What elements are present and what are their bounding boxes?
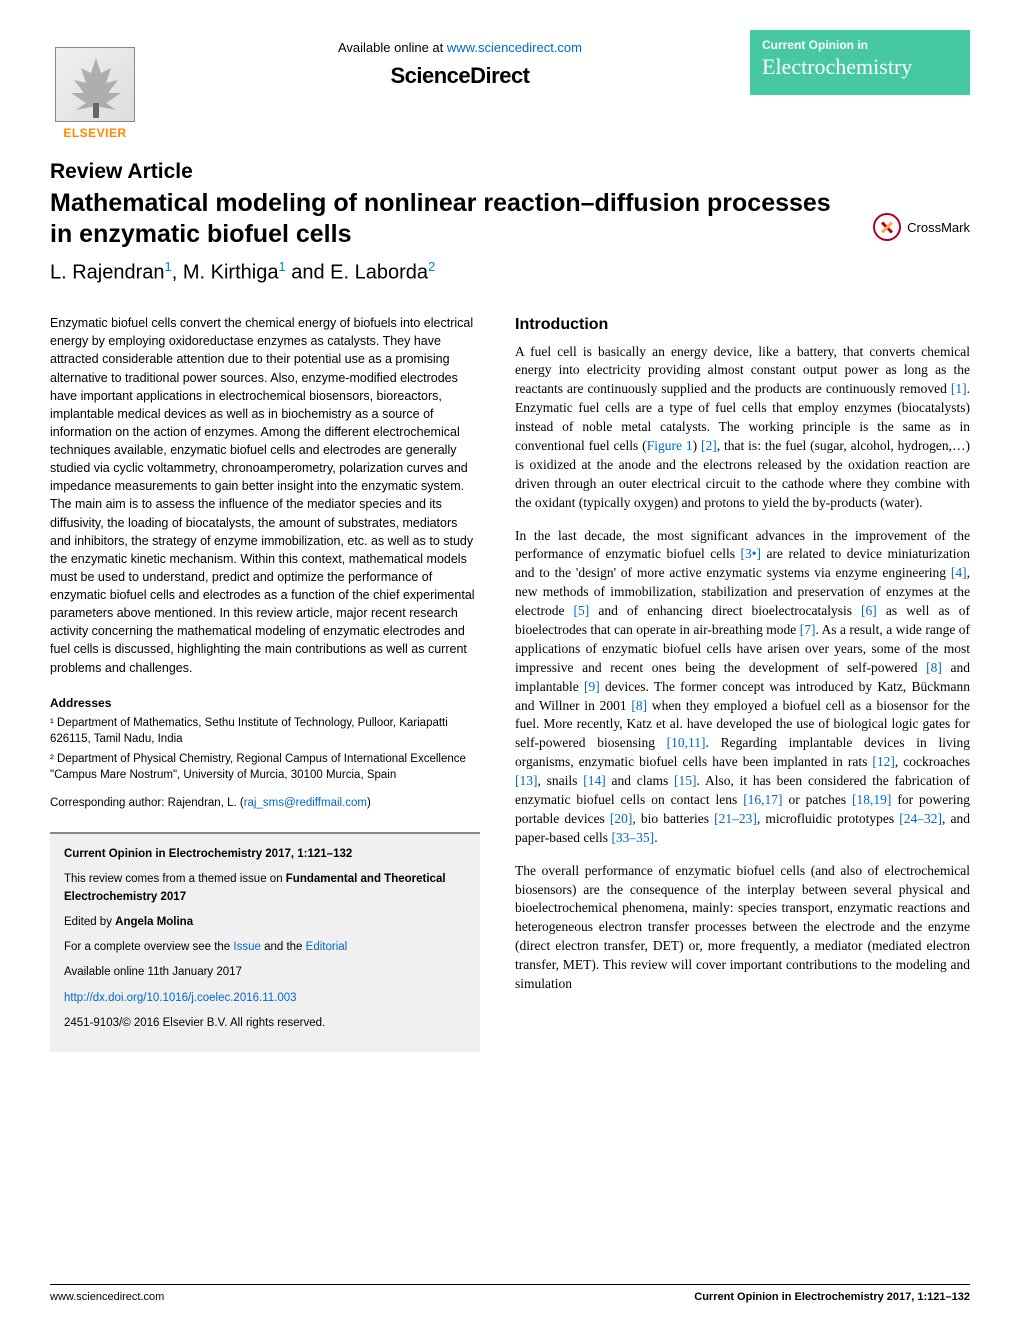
article-type-label: Review Article bbox=[50, 160, 970, 184]
page-footer: www.sciencedirect.com Current Opinion in… bbox=[50, 1284, 970, 1303]
copyright-line: 2451-9103/© 2016 Elsevier B.V. All right… bbox=[64, 1015, 466, 1032]
p2d: and of enhancing direct bioelectrocataly… bbox=[589, 603, 861, 618]
overview-prefix: For a complete overview see the bbox=[64, 941, 233, 953]
author-sup-3[interactable]: 2 bbox=[428, 259, 435, 274]
author-2: , M. Kirthiga bbox=[172, 261, 279, 283]
addresses-header: Addresses bbox=[50, 695, 480, 712]
p2t: . bbox=[654, 830, 657, 845]
ref-33-35[interactable]: [33–35] bbox=[611, 830, 654, 845]
right-column: Introduction A fuel cell is basically an… bbox=[515, 314, 970, 1052]
p1c: ) bbox=[693, 438, 701, 453]
ref-8[interactable]: [8] bbox=[926, 660, 942, 675]
ref-9[interactable]: [9] bbox=[584, 679, 600, 694]
and-text: and the bbox=[261, 941, 306, 953]
figure-1-link[interactable]: Figure 1 bbox=[647, 438, 693, 453]
ref-14[interactable]: [14] bbox=[583, 773, 606, 788]
ref-1[interactable]: [1] bbox=[951, 381, 967, 396]
ref-7[interactable]: [7] bbox=[800, 622, 816, 637]
ref-4[interactable]: [4] bbox=[951, 565, 967, 580]
editorial-link[interactable]: Editorial bbox=[306, 941, 348, 953]
p2l: , snails bbox=[538, 773, 584, 788]
ref-3[interactable]: [3•] bbox=[741, 546, 761, 561]
citation-info-box: Current Opinion in Electrochemistry 2017… bbox=[50, 832, 480, 1052]
title-section: Review Article Mathematical modeling of … bbox=[50, 160, 970, 284]
intro-para-1: A fuel cell is basically an energy devic… bbox=[515, 343, 970, 513]
crossmark-label: CrossMark bbox=[907, 220, 970, 235]
center-header: Available online at www.sciencedirect.co… bbox=[170, 30, 750, 89]
corresponding-author: Corresponding author: Rajendran, L. (raj… bbox=[50, 795, 480, 812]
ref-20[interactable]: [20] bbox=[610, 811, 633, 826]
ref-15[interactable]: [15] bbox=[674, 773, 697, 788]
crossmark-icon bbox=[873, 213, 901, 241]
p2o: or patches bbox=[783, 792, 852, 807]
ref-5[interactable]: [5] bbox=[574, 603, 590, 618]
abstract-text: Enzymatic biofuel cells convert the chem… bbox=[50, 314, 480, 677]
article-title: Mathematical modeling of nonlinear react… bbox=[50, 188, 873, 251]
body-columns: Enzymatic biofuel cells convert the chem… bbox=[50, 314, 970, 1052]
p2q: , bio batteries bbox=[632, 811, 714, 826]
ref-16-17[interactable]: [16,17] bbox=[743, 792, 782, 807]
ref-24-32[interactable]: [24–32] bbox=[899, 811, 942, 826]
ref-10-11[interactable]: [10,11] bbox=[667, 735, 706, 750]
introduction-header: Introduction bbox=[515, 314, 970, 336]
doi-link[interactable]: http://dx.doi.org/10.1016/j.coelec.2016.… bbox=[64, 992, 297, 1004]
available-online-text: Available online at www.sciencedirect.co… bbox=[170, 40, 750, 55]
science-direct-logo[interactable]: ScienceDirect bbox=[170, 63, 750, 89]
corresponding-email[interactable]: raj_sms@rediffmail.com bbox=[244, 797, 367, 809]
footer-right: Current Opinion in Electrochemistry 2017… bbox=[694, 1291, 970, 1303]
themed-issue-line: This review comes from a themed issue on… bbox=[64, 871, 466, 906]
available-online-date: Available online 11th January 2017 bbox=[64, 964, 466, 981]
header-bar: ELSEVIER Available online at www.science… bbox=[50, 30, 970, 140]
overview-line: For a complete overview see the Issue an… bbox=[64, 939, 466, 956]
ref-18-19[interactable]: [18,19] bbox=[852, 792, 891, 807]
author-sup-1[interactable]: 1 bbox=[165, 259, 172, 274]
intro-para-3: The overall performance of enzymatic bio… bbox=[515, 862, 970, 994]
ref-12[interactable]: [12] bbox=[872, 754, 895, 769]
journal-badge-top: Current Opinion in bbox=[762, 38, 958, 52]
authors-line: L. Rajendran1, M. Kirthiga1 and E. Labor… bbox=[50, 259, 970, 285]
p2k: , cockroaches bbox=[895, 754, 970, 769]
issue-link[interactable]: Issue bbox=[233, 941, 261, 953]
author-1: L. Rajendran bbox=[50, 261, 165, 283]
editor-name: Angela Molina bbox=[115, 916, 193, 928]
themed-prefix: This review comes from a themed issue on bbox=[64, 873, 286, 885]
footer-left[interactable]: www.sciencedirect.com bbox=[50, 1291, 164, 1303]
address-1: ¹ Department of Mathematics, Sethu Insti… bbox=[50, 715, 480, 747]
author-3: and E. Laborda bbox=[286, 261, 428, 283]
elsevier-label: ELSEVIER bbox=[63, 126, 126, 140]
intro-para-2: In the last decade, the most significant… bbox=[515, 527, 970, 848]
ref-6[interactable]: [6] bbox=[861, 603, 877, 618]
ref-13[interactable]: [13] bbox=[515, 773, 538, 788]
p2r: , microfluidic prototypes bbox=[757, 811, 899, 826]
corresponding-prefix: Corresponding author: Rajendran, L. ( bbox=[50, 797, 244, 809]
ref-21-23[interactable]: [21–23] bbox=[714, 811, 757, 826]
left-column: Enzymatic biofuel cells convert the chem… bbox=[50, 314, 480, 1052]
p1a: A fuel cell is basically an energy devic… bbox=[515, 344, 970, 397]
p2m: and clams bbox=[606, 773, 674, 788]
ref-8b[interactable]: [8] bbox=[631, 698, 647, 713]
sciencedirect-url[interactable]: www.sciencedirect.com bbox=[447, 40, 582, 55]
available-prefix: Available online at bbox=[338, 40, 447, 55]
edited-prefix: Edited by bbox=[64, 916, 115, 928]
elsevier-logo[interactable]: ELSEVIER bbox=[50, 30, 140, 140]
ref-2[interactable]: [2] bbox=[701, 438, 717, 453]
journal-citation: Current Opinion in Electrochemistry 2017… bbox=[64, 846, 466, 863]
corresponding-suffix: ) bbox=[367, 797, 371, 809]
elsevier-tree-icon bbox=[55, 47, 135, 122]
edited-by-line: Edited by Angela Molina bbox=[64, 914, 466, 931]
address-2: ² Department of Physical Chemistry, Regi… bbox=[50, 751, 480, 783]
journal-badge-main: Electrochemistry bbox=[762, 54, 958, 80]
crossmark-badge[interactable]: CrossMark bbox=[873, 213, 970, 241]
author-sup-2[interactable]: 1 bbox=[278, 259, 285, 274]
journal-badge: Current Opinion in Electrochemistry bbox=[750, 30, 970, 95]
